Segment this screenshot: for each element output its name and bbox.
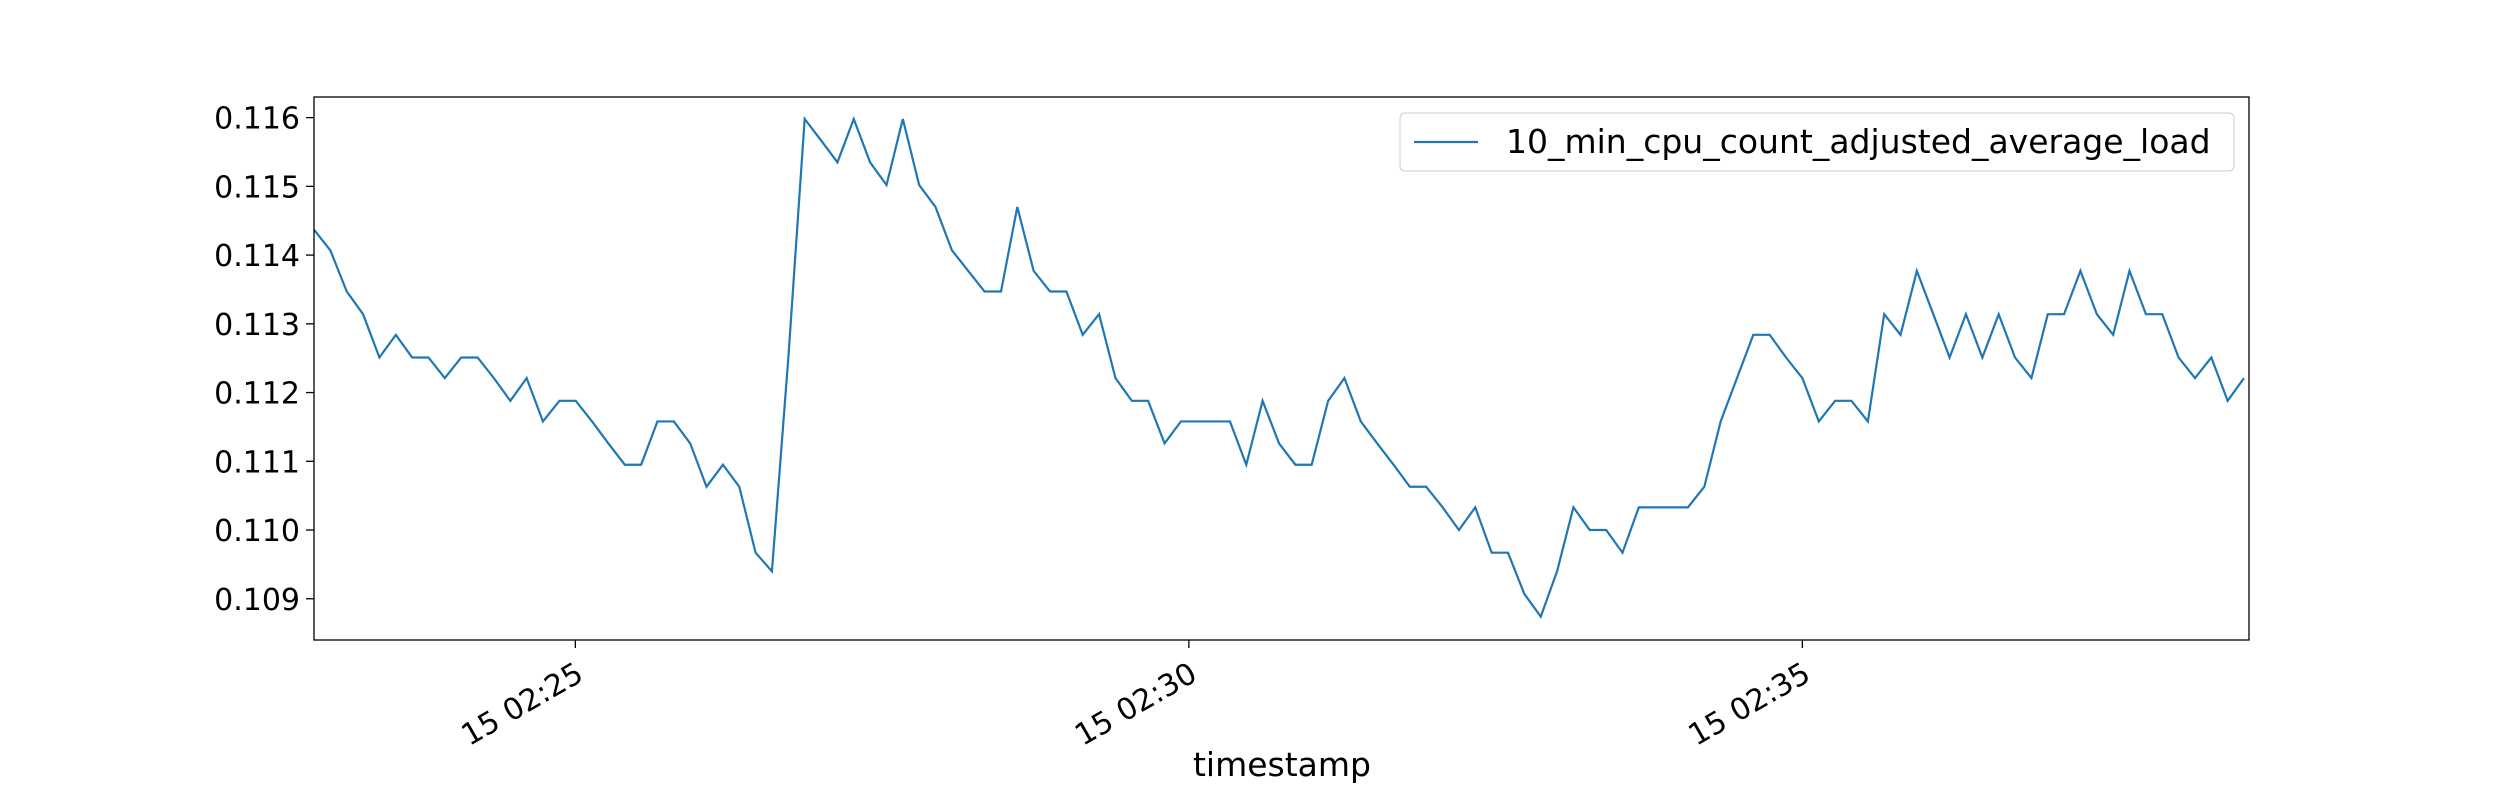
- y-tick-label: 0.110: [214, 514, 300, 549]
- y-tick-label: 0.114: [214, 239, 300, 274]
- plot-frame: [313, 96, 2250, 641]
- x-tick-label: 15 02:25: [456, 656, 590, 753]
- y-tick-label: 0.109: [214, 583, 300, 618]
- legend: 10_min_cpu_count_adjusted_average_load: [1399, 112, 2235, 172]
- y-tick-label: 0.112: [214, 377, 300, 412]
- x-axis-label: timestamp: [1193, 745, 1371, 784]
- y-tick-label: 0.115: [214, 170, 300, 205]
- x-tick-label: 15 02:30: [1069, 656, 1203, 753]
- y-tick-label: 0.116: [214, 102, 300, 137]
- line-series: [313, 115, 2245, 619]
- y-tick-label: 0.111: [214, 445, 300, 480]
- x-tick-label: 15 02:35: [1683, 656, 1817, 753]
- legend-box: [1399, 112, 2235, 172]
- legend-label: 10_min_cpu_count_adjusted_average_load: [1506, 122, 2211, 161]
- y-tick-label: 0.113: [214, 308, 300, 343]
